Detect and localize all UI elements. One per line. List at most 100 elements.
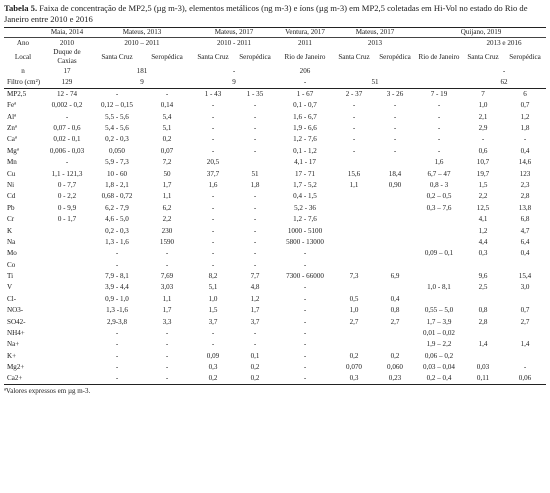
local-cell: Santa Cruz <box>101 52 133 61</box>
table-cell <box>374 328 416 339</box>
table-cell: - <box>115 329 119 338</box>
table-cell: 1,0 <box>349 306 359 315</box>
table-cell: 0,3 <box>208 363 218 372</box>
table-cell: 7,69 <box>160 272 174 281</box>
table-cell: 1,3 -1,6 <box>106 306 128 315</box>
table-cell <box>416 259 462 270</box>
table-cell: - <box>303 317 307 326</box>
table-cell: 7,3 <box>349 272 359 281</box>
table-cell <box>334 225 374 236</box>
table-cell <box>42 373 92 386</box>
table-cell: 2,9 <box>478 124 488 133</box>
table-cell: 17 - 71 <box>294 169 316 178</box>
row-label: SO42- <box>7 317 26 326</box>
local-cell: Santa Cruz <box>338 52 370 61</box>
table-cell: 123 <box>519 169 531 178</box>
table-cell <box>42 316 92 327</box>
table-cell: 1,2 <box>478 226 488 235</box>
row-label: NO3- <box>7 306 24 315</box>
table-cell: 1 - 43 <box>204 90 222 99</box>
table-row: Alª - 5,5 - 5,6 5,4 - - 1,6 - 6,7 - - - 2,1 1,2 <box>4 111 546 122</box>
table-cell: - <box>115 249 119 258</box>
table-cell <box>416 271 462 282</box>
year-cell: 2013 e 2016 <box>486 38 522 47</box>
table-cell: 0 - 1,7 <box>57 215 77 224</box>
table-cell: 0,4 <box>520 249 530 258</box>
table-cell: 7,9 - 8,1 <box>105 272 129 281</box>
table-cell: 7 <box>481 90 485 99</box>
table-cell <box>416 237 462 248</box>
table-cell: 5,1 <box>162 124 172 133</box>
table-cell: 2,8 <box>520 192 530 201</box>
row-label: Mgª <box>7 146 19 155</box>
table-cell <box>374 202 416 213</box>
n-cell: 17 <box>63 67 71 76</box>
table-cell: - <box>115 260 119 269</box>
table-cell: - <box>211 192 215 201</box>
table-cell <box>504 259 546 270</box>
table-cell <box>334 282 374 293</box>
table-cell: - <box>211 329 215 338</box>
table-cell: 1,1 <box>162 192 172 201</box>
table-cell: 0,8 <box>478 306 488 315</box>
table-cell <box>334 248 374 259</box>
table-cell <box>374 237 416 248</box>
caption-label: Tabela 5. <box>4 3 38 13</box>
table-cell: - <box>253 203 257 212</box>
table-cell: 1590 <box>159 237 175 246</box>
table-row: K 0,2 - 0,3 230 - - 1000 - 5100 1,2 4,7 <box>4 225 546 236</box>
table-cell: 1,9 – 2,2 <box>426 340 452 349</box>
table-row: Cu 1,1 - 121,3 10 - 60 50 37,7 51 17 - 71 15,6 1… <box>4 168 546 179</box>
table-cell: - <box>253 329 257 338</box>
table-cell: - <box>211 215 215 224</box>
table-cell: 1,8 <box>520 124 530 133</box>
table-cell: 5,4 <box>162 112 172 121</box>
table-cell: 9,6 <box>478 272 488 281</box>
table-cell: - <box>303 249 307 258</box>
table-cell: - <box>211 135 215 144</box>
table-cell: 6,9 <box>390 272 400 281</box>
n-cell: 206 <box>299 67 311 76</box>
table-cell: - <box>303 306 307 315</box>
row-label: K+ <box>7 351 17 360</box>
table-cell <box>42 339 92 350</box>
table-cell: 0,12 – 0,15 <box>101 101 133 110</box>
table-cell: 1,7 <box>162 180 172 189</box>
table-cell: - <box>211 260 215 269</box>
table-cell: 0,5 <box>349 294 359 303</box>
table-cell: 0,2 <box>349 351 359 360</box>
filter-row: Filtro (cm²) 129 9 9 - 51 62 <box>4 77 547 89</box>
table-cell: 0,6 <box>478 146 488 155</box>
table-cell: - <box>253 260 257 269</box>
table-cell <box>334 191 374 202</box>
table-cell: - <box>92 373 142 386</box>
table-cell: 1 - 35 <box>246 90 264 99</box>
row-label: Cr <box>7 215 15 224</box>
table-cell <box>42 328 92 339</box>
table-cell: 2,7 <box>390 317 400 326</box>
table-row: Ti 7,9 - 8,1 7,69 8,2 7,7 7300 - 66000 7,3 6,9 9… <box>4 271 546 282</box>
table-cell: 0,3 <box>478 249 488 258</box>
table-cell: 0,11 <box>462 373 504 386</box>
table-cell: 3,9 - 4,4 <box>105 283 129 292</box>
year-cell: 2010 - 2011 <box>216 38 252 47</box>
study-header: Mateus, 2013 <box>92 27 192 38</box>
filter-cell: - <box>276 77 334 89</box>
table-cell: 15,4 <box>518 272 532 281</box>
table-row: Cd 0 - 2,2 0,68 - 0,72 1,1 - - 0,4 - 1,5 0,2 – … <box>4 191 546 202</box>
table-cell: - <box>253 135 257 144</box>
table-cell: 2,3 <box>520 180 530 189</box>
table-cell: 1,7 <box>250 306 260 315</box>
table-cell: - <box>303 260 307 269</box>
table-cell: - <box>115 340 119 349</box>
table-cell: 7300 - 66000 <box>286 272 324 281</box>
table-cell <box>462 350 504 361</box>
row-label: Na <box>7 237 16 246</box>
table-cell: - <box>65 112 69 121</box>
table-cell: 51 <box>251 169 259 178</box>
table-row: NH4+ - - - - - 0,01 – 0,02 <box>4 328 546 339</box>
table-cell: - <box>115 363 119 372</box>
table-cell: 2,5 <box>478 283 488 292</box>
table-row: Znª 0,07 - 0,6 5,4 - 5,6 5,1 - - 1,9 - 6,6 - - - 2… <box>4 123 546 134</box>
table-cell: 2,9-3,8 <box>106 317 128 326</box>
